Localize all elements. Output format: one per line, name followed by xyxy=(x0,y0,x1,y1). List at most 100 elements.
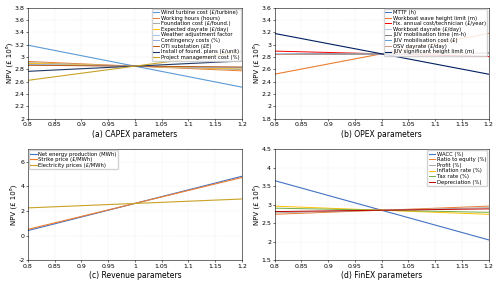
Working hours (hours) xyxy=(152,65,158,69)
JUV significant height limit (m) xyxy=(399,56,405,59)
Ratio to equity (%) xyxy=(399,208,405,211)
Net energy production (MWh) xyxy=(152,197,158,200)
Project management cost (%) xyxy=(156,61,162,65)
Inflation rate (%) xyxy=(398,209,404,213)
Net energy production (MWh) xyxy=(219,180,225,183)
Workboat wave height limit (m) xyxy=(399,48,405,52)
JUV mobilisation cost (£) xyxy=(271,53,277,56)
Weather adjustment factor xyxy=(152,65,158,68)
Workboat dayrate (£/day) xyxy=(486,52,492,55)
Y-axis label: NPV (£ 10⁶): NPV (£ 10⁶) xyxy=(9,184,17,225)
Profit (%) xyxy=(398,208,404,211)
Expected dayrate (£/day) xyxy=(219,67,225,70)
Electricity prices (£/MWh) xyxy=(239,197,245,201)
OSV dayrate (£/day) xyxy=(403,52,409,55)
Line: Electricity prices (£/MWh): Electricity prices (£/MWh) xyxy=(28,199,242,208)
Ratio to equity (%) xyxy=(466,205,472,209)
OTI substation (£E) xyxy=(239,65,245,69)
Install of found. plans (£/unit) xyxy=(239,59,245,63)
Net energy production (MWh) xyxy=(25,229,31,232)
Contingency costs (%) xyxy=(25,63,31,67)
Workboat dayrate (£/day) xyxy=(403,52,409,55)
Weather adjustment factor xyxy=(219,66,225,69)
Electricity prices (£/MWh) xyxy=(219,198,225,202)
Fix. annual cost/technician (£/year) xyxy=(466,54,472,58)
Inflation rate (%) xyxy=(486,212,492,216)
Fix. annual cost/technician (£/year) xyxy=(398,53,404,56)
Ratio to equity (%) xyxy=(398,208,404,211)
JUV mobilisation cost (£) xyxy=(452,52,458,55)
Net energy production (MWh) xyxy=(239,174,245,178)
JUV mobilisation time (m-h) xyxy=(399,52,405,55)
X-axis label: (d) FinEX parameters: (d) FinEX parameters xyxy=(341,271,422,281)
Expected dayrate (£/day) xyxy=(205,66,211,70)
Project management cost (%) xyxy=(25,79,31,82)
Electricity prices (£/MWh) xyxy=(152,201,158,204)
JUV mobilisation cost (£) xyxy=(486,51,492,55)
Inflation rate (%) xyxy=(403,209,409,213)
Workboat dayrate (£/day) xyxy=(271,52,277,56)
Weather adjustment factor xyxy=(25,63,31,66)
Ratio to equity (%) xyxy=(403,208,409,211)
Ratio to equity (%) xyxy=(452,206,458,209)
Strike price (£/MWh) xyxy=(205,184,211,187)
OTI substation (£E) xyxy=(152,65,158,68)
Depreciation (%) xyxy=(403,208,409,212)
Inflation rate (%) xyxy=(452,211,458,215)
Inflation rate (%) xyxy=(271,204,277,208)
Y-axis label: NPV (£ 10⁶): NPV (£ 10⁶) xyxy=(252,43,260,83)
Wind turbine cost (£/turbine) xyxy=(156,69,162,73)
JUV mobilisation cost (£) xyxy=(403,52,409,55)
WACC (%) xyxy=(403,215,409,219)
MTTF (h) xyxy=(403,52,409,55)
Expected dayrate (£/day) xyxy=(25,62,31,65)
Line: Project management cost (%): Project management cost (%) xyxy=(28,52,242,80)
MTTF (h) xyxy=(271,53,277,56)
Workboat dayrate (£/day) xyxy=(272,52,278,56)
Net energy production (MWh) xyxy=(152,196,158,200)
Workboat dayrate (£/day) xyxy=(466,52,472,55)
Weather adjustment factor xyxy=(205,66,211,69)
Weather adjustment factor xyxy=(25,63,31,66)
Wind turbine cost (£/turbine) xyxy=(152,68,158,72)
Project management cost (%) xyxy=(152,62,158,65)
Wind turbine cost (£/turbine) xyxy=(152,68,158,72)
Profit (%) xyxy=(452,207,458,210)
Wind turbine cost (£/turbine) xyxy=(25,43,31,47)
Workboat wave height limit (m) xyxy=(398,48,404,52)
Strike price (£/MWh) xyxy=(219,181,225,184)
Workboat dayrate (£/day) xyxy=(399,52,405,55)
WACC (%) xyxy=(466,233,472,236)
Install of found. plans (£/unit) xyxy=(152,63,158,67)
Contingency costs (%) xyxy=(219,65,225,69)
Line: Inflation rate (%): Inflation rate (%) xyxy=(274,206,489,214)
Line: WACC (%): WACC (%) xyxy=(274,181,489,240)
OTI substation (£E) xyxy=(25,63,31,67)
JUV significant height limit (m) xyxy=(398,56,404,59)
Install of found. plans (£/unit) xyxy=(205,61,211,64)
OTI substation (£E) xyxy=(205,65,211,68)
Legend: MTTF (h), Workboat wave height limit (m), Fix. annual cost/technician (£/year), : MTTF (h), Workboat wave height limit (m)… xyxy=(384,9,488,56)
Workboat wave height limit (m) xyxy=(486,32,492,35)
Inflation rate (%) xyxy=(466,212,472,215)
Contingency costs (%) xyxy=(25,63,31,67)
Depreciation (%) xyxy=(398,208,404,212)
Tax rate (%) xyxy=(398,209,404,212)
OTI substation (£E) xyxy=(152,65,158,68)
Profit (%) xyxy=(403,208,409,211)
Fix. annual cost/technician (£/year) xyxy=(403,53,409,56)
Wind turbine cost (£/turbine) xyxy=(25,43,31,47)
Strike price (£/MWh) xyxy=(152,197,158,200)
JUV mobilisation cost (£) xyxy=(272,53,278,56)
Foundation cost (£/found.) xyxy=(239,68,245,71)
Install of found. plans (£/unit) xyxy=(152,63,158,67)
Line: Workboat dayrate (£/day): Workboat dayrate (£/day) xyxy=(274,53,489,54)
Line: JUV mobilisation cost (£): JUV mobilisation cost (£) xyxy=(274,53,489,54)
Line: Ratio to equity (%): Ratio to equity (%) xyxy=(274,206,489,214)
JUV mobilisation time (m-h) xyxy=(403,52,409,55)
Depreciation (%) xyxy=(399,208,405,212)
Expected dayrate (£/day) xyxy=(239,67,245,71)
Workboat wave height limit (m) xyxy=(272,72,278,76)
Fix. annual cost/technician (£/year) xyxy=(271,49,277,53)
Workboat dayrate (£/day) xyxy=(452,52,458,55)
